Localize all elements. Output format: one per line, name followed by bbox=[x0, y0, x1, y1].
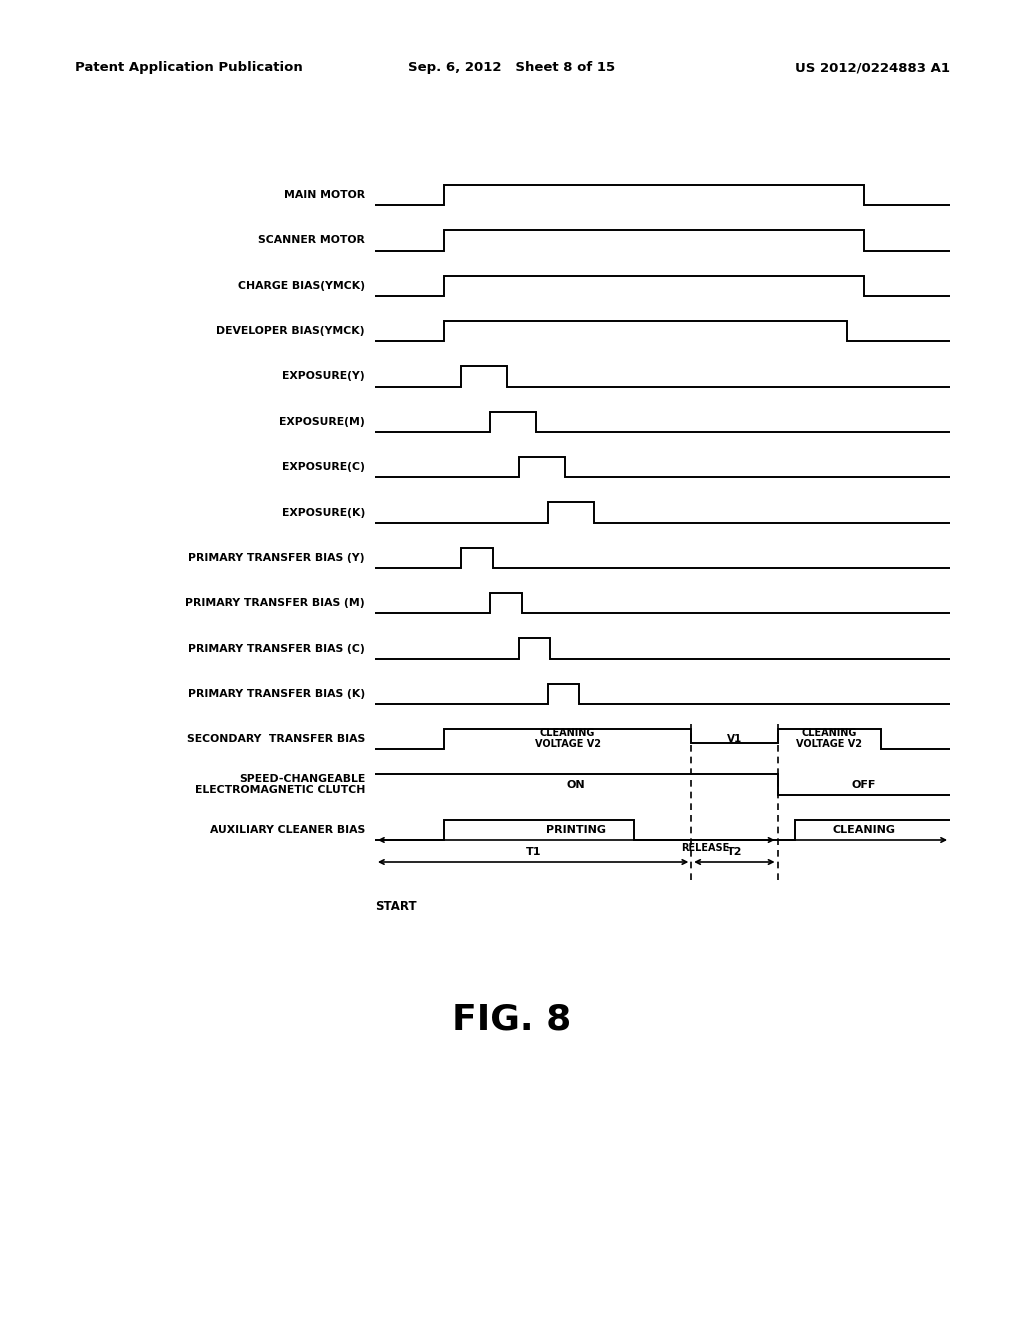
Text: EXPOSURE(K): EXPOSURE(K) bbox=[282, 507, 365, 517]
Text: SECONDARY  TRANSFER BIAS: SECONDARY TRANSFER BIAS bbox=[186, 734, 365, 744]
Text: PRINTING: PRINTING bbox=[546, 825, 606, 836]
Text: START: START bbox=[375, 900, 417, 913]
Text: PRIMARY TRANSFER BIAS (C): PRIMARY TRANSFER BIAS (C) bbox=[188, 644, 365, 653]
Text: EXPOSURE(M): EXPOSURE(M) bbox=[280, 417, 365, 426]
Text: DEVELOPER BIAS(YMCK): DEVELOPER BIAS(YMCK) bbox=[216, 326, 365, 337]
Text: SCANNER MOTOR: SCANNER MOTOR bbox=[258, 235, 365, 246]
Text: Sep. 6, 2012   Sheet 8 of 15: Sep. 6, 2012 Sheet 8 of 15 bbox=[409, 62, 615, 74]
Text: EXPOSURE(Y): EXPOSURE(Y) bbox=[283, 371, 365, 381]
Text: AUXILIARY CLEANER BIAS: AUXILIARY CLEANER BIAS bbox=[210, 825, 365, 836]
Text: OFF: OFF bbox=[852, 780, 876, 789]
Text: PRIMARY TRANSFER BIAS (Y): PRIMARY TRANSFER BIAS (Y) bbox=[188, 553, 365, 562]
Text: ON: ON bbox=[567, 780, 586, 789]
Text: US 2012/0224883 A1: US 2012/0224883 A1 bbox=[795, 62, 950, 74]
Text: CLEANING
VOLTAGE V2: CLEANING VOLTAGE V2 bbox=[535, 729, 601, 750]
Text: EXPOSURE(C): EXPOSURE(C) bbox=[283, 462, 365, 473]
Text: FIG. 8: FIG. 8 bbox=[453, 1003, 571, 1038]
Text: V1: V1 bbox=[727, 734, 742, 744]
Text: SPEED-CHANGEABLE
ELECTROMAGNETIC CLUTCH: SPEED-CHANGEABLE ELECTROMAGNETIC CLUTCH bbox=[195, 774, 365, 796]
Text: PRIMARY TRANSFER BIAS (M): PRIMARY TRANSFER BIAS (M) bbox=[185, 598, 365, 609]
Text: CLEANING
VOLTAGE V2: CLEANING VOLTAGE V2 bbox=[797, 729, 862, 750]
Text: CHARGE BIAS(YMCK): CHARGE BIAS(YMCK) bbox=[238, 281, 365, 290]
Text: T2: T2 bbox=[727, 847, 742, 857]
Text: Patent Application Publication: Patent Application Publication bbox=[75, 62, 303, 74]
Text: MAIN MOTOR: MAIN MOTOR bbox=[284, 190, 365, 201]
Text: CLEANING: CLEANING bbox=[833, 825, 895, 836]
Text: RELEASE: RELEASE bbox=[682, 843, 730, 853]
Text: T1: T1 bbox=[525, 847, 541, 857]
Text: PRIMARY TRANSFER BIAS (K): PRIMARY TRANSFER BIAS (K) bbox=[187, 689, 365, 698]
